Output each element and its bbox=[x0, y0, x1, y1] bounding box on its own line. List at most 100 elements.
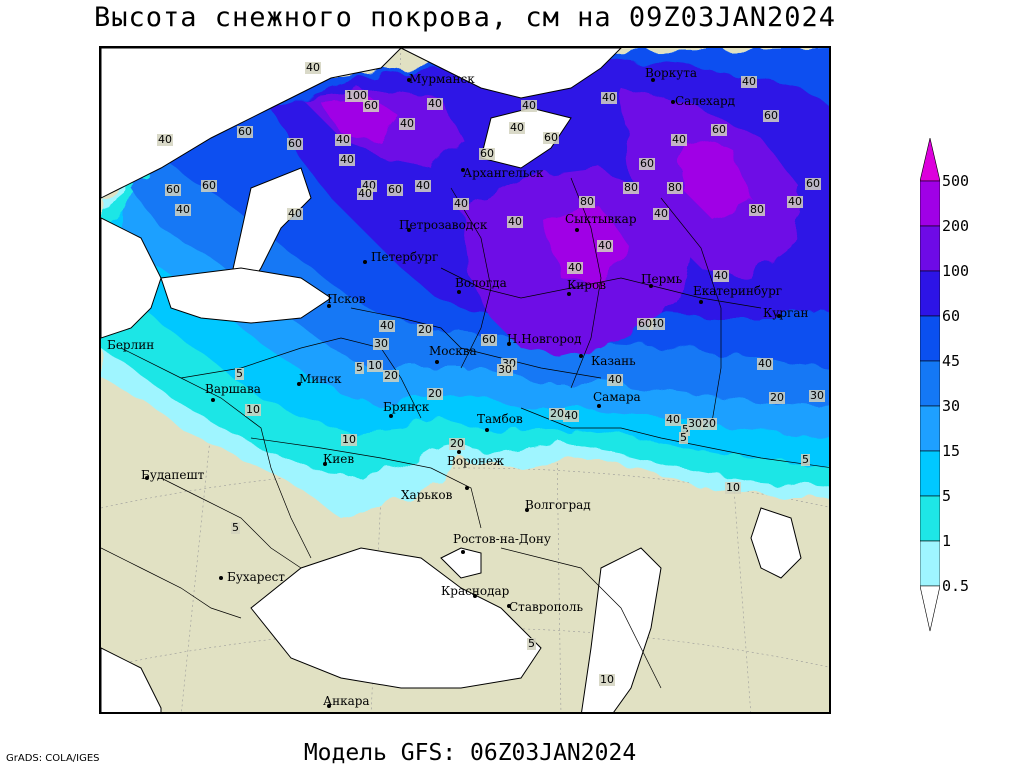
value-label: 40 bbox=[649, 317, 665, 330]
city-label: Харьков bbox=[401, 488, 453, 502]
city-label: Н.Новгород bbox=[507, 332, 582, 346]
value-label: 40 bbox=[415, 179, 431, 192]
legend-swatch-60 bbox=[920, 270, 940, 317]
value-label: 5 bbox=[801, 453, 810, 466]
city-label: Волгоград bbox=[525, 498, 591, 512]
city-dot bbox=[485, 428, 489, 432]
city-dot bbox=[407, 78, 411, 82]
value-label: 30 bbox=[687, 417, 703, 430]
value-label: 60 bbox=[165, 183, 181, 196]
value-label: 40 bbox=[563, 409, 579, 422]
legend-swatch-100 bbox=[920, 225, 940, 272]
value-label: 60 bbox=[387, 183, 403, 196]
legend-swatch-30 bbox=[920, 360, 940, 407]
city-label: Псков bbox=[327, 292, 366, 306]
map-canvas bbox=[101, 48, 829, 712]
value-label: 5 bbox=[527, 637, 536, 650]
city-dot bbox=[389, 414, 393, 418]
value-label: 5 bbox=[235, 367, 244, 380]
legend-swatch-below bbox=[920, 585, 940, 632]
value-label: 60 bbox=[763, 109, 779, 122]
value-label: 10 bbox=[725, 481, 741, 494]
legend-swatch-45 bbox=[920, 315, 940, 362]
city-label: Варшава bbox=[205, 382, 261, 396]
grads-credit: GrADS: COLA/IGES bbox=[6, 753, 100, 764]
value-label: 40 bbox=[567, 261, 583, 274]
legend-label: 5 bbox=[942, 487, 952, 505]
city-label: Воркута bbox=[645, 66, 698, 80]
value-label: 60 bbox=[639, 157, 655, 170]
city-label: Петрозаводск bbox=[399, 218, 488, 232]
value-label: 40 bbox=[427, 97, 443, 110]
value-label: 40 bbox=[607, 373, 623, 386]
city-dot bbox=[327, 304, 331, 308]
value-label: 40 bbox=[339, 153, 355, 166]
legend-label: 60 bbox=[942, 307, 961, 325]
city-dot bbox=[219, 576, 223, 580]
value-label: 60 bbox=[805, 177, 821, 190]
city-dot bbox=[465, 486, 469, 490]
value-label: 5 bbox=[679, 431, 688, 444]
value-label: 5 bbox=[231, 521, 240, 534]
value-label: 40 bbox=[597, 239, 613, 252]
city-dot bbox=[575, 228, 579, 232]
value-label: 60 bbox=[637, 317, 653, 330]
value-label: 40 bbox=[335, 133, 351, 146]
city-dot bbox=[457, 290, 461, 294]
color-legend bbox=[920, 138, 940, 632]
city-label: Салехард bbox=[675, 94, 736, 108]
value-label: 40 bbox=[757, 357, 773, 370]
value-label: 20 bbox=[769, 391, 785, 404]
legend-label: 500 bbox=[942, 172, 970, 190]
value-label: 40 bbox=[287, 207, 303, 220]
city-dot bbox=[327, 704, 331, 708]
legend-label: 1 bbox=[942, 532, 952, 550]
value-label: 80 bbox=[749, 203, 765, 216]
legend-swatch-200 bbox=[920, 180, 940, 227]
city-dot bbox=[363, 260, 367, 264]
value-label: 30 bbox=[373, 337, 389, 350]
city-label: Казань bbox=[591, 354, 636, 368]
value-label: 40 bbox=[713, 269, 729, 282]
city-label: Мурманск bbox=[409, 72, 475, 86]
value-label: 40 bbox=[175, 203, 191, 216]
city-dot bbox=[597, 404, 601, 408]
city-dot bbox=[461, 550, 465, 554]
value-label: 20 bbox=[549, 407, 565, 420]
city-label: Анкара bbox=[323, 694, 370, 708]
city-dot bbox=[649, 284, 653, 288]
city-label: Москва bbox=[429, 344, 477, 358]
city-label: Сыктывкар bbox=[565, 212, 637, 226]
value-label: 20 bbox=[383, 369, 399, 382]
legend-swatch-15 bbox=[920, 405, 940, 452]
value-label: 60 bbox=[543, 131, 559, 144]
city-dot bbox=[507, 342, 511, 346]
city-label: Самара bbox=[593, 390, 641, 404]
value-label: 40 bbox=[507, 215, 523, 228]
snow-depth-map: Мурманск Воркута Салехард Архангельск Пе… bbox=[99, 46, 831, 714]
legend-label: 0.5 bbox=[942, 577, 970, 595]
value-label: 40 bbox=[601, 91, 617, 104]
city-label: Бухарест bbox=[227, 570, 285, 584]
city-dot bbox=[579, 354, 583, 358]
value-label: 40 bbox=[399, 117, 415, 130]
city-label: Краснодар bbox=[441, 584, 510, 598]
value-label: 10 bbox=[341, 433, 357, 446]
value-label: 60 bbox=[287, 137, 303, 150]
city-dot bbox=[699, 300, 703, 304]
value-label: 60 bbox=[363, 99, 379, 112]
value-label: 40 bbox=[509, 121, 525, 134]
value-label: 40 bbox=[157, 133, 173, 146]
value-label: 40 bbox=[787, 195, 803, 208]
legend-swatch-1 bbox=[920, 495, 940, 542]
value-label: 40 bbox=[521, 99, 537, 112]
value-label: 60 bbox=[479, 147, 495, 160]
city-label: Брянск bbox=[383, 400, 430, 414]
value-label: 5 bbox=[355, 361, 364, 374]
value-label: 80 bbox=[579, 195, 595, 208]
value-label: 40 bbox=[305, 61, 321, 74]
value-label: 20 bbox=[449, 437, 465, 450]
value-label: 40 bbox=[357, 187, 373, 200]
legend-label: 100 bbox=[942, 262, 970, 280]
value-label: 40 bbox=[665, 413, 681, 426]
